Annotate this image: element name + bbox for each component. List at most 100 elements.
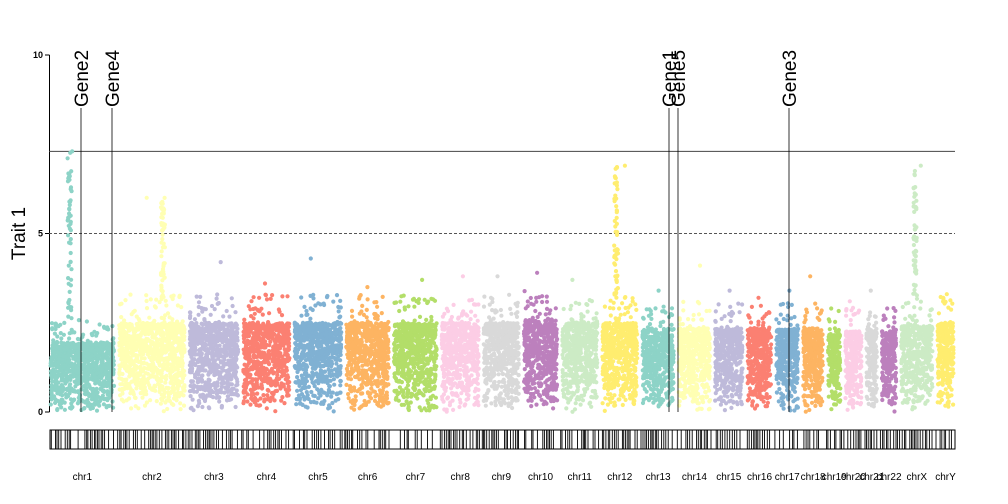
snp-point	[227, 397, 232, 402]
snp-point	[311, 334, 316, 339]
snp-point	[325, 293, 330, 299]
snp-point	[258, 372, 264, 377]
snp-point	[357, 387, 362, 392]
snp-point	[359, 309, 364, 314]
snp-point	[158, 388, 163, 393]
snp-point	[225, 394, 230, 399]
snp-point	[299, 313, 304, 318]
snp-point	[191, 389, 197, 394]
snp-point	[69, 308, 74, 313]
snp-point	[304, 308, 309, 314]
snp-point	[204, 321, 209, 326]
snp-point	[286, 346, 291, 351]
snp-point	[233, 404, 238, 410]
snp-point	[152, 349, 157, 354]
snp-point	[204, 354, 210, 359]
snp-point	[324, 341, 329, 346]
snp-point	[69, 327, 74, 332]
snp-point	[196, 300, 202, 305]
snp-point	[362, 345, 367, 350]
snp-point	[308, 359, 314, 364]
snp-point	[252, 311, 257, 316]
snp-point	[243, 369, 248, 374]
snp-point	[349, 362, 354, 367]
snp-point	[67, 349, 72, 354]
snp-point	[64, 395, 69, 400]
snp-point	[144, 306, 150, 311]
snp-point	[163, 377, 169, 382]
snp-point	[191, 408, 196, 413]
snp-point	[141, 378, 146, 383]
snp-point	[180, 319, 185, 324]
snp-point	[336, 309, 341, 314]
snp-point	[62, 320, 67, 325]
snp-point	[85, 376, 90, 381]
snp-point	[334, 361, 339, 366]
snp-point	[152, 318, 157, 323]
snp-point	[68, 187, 73, 192]
snp-point	[306, 384, 311, 389]
snp-point	[234, 323, 239, 328]
snp-point	[55, 407, 60, 413]
snp-point	[162, 320, 167, 325]
snp-point	[196, 312, 201, 317]
snp-point	[187, 389, 193, 394]
snp-point	[293, 364, 298, 369]
snp-point	[195, 368, 200, 374]
snp-point	[305, 312, 310, 317]
snp-point	[324, 374, 329, 379]
snp-point	[200, 334, 205, 339]
snp-point	[305, 345, 310, 350]
snp-point	[127, 359, 132, 364]
snp-point	[73, 354, 78, 359]
snp-point	[100, 372, 105, 377]
snp-point	[242, 317, 247, 322]
snp-point	[202, 318, 207, 323]
snp-point	[63, 392, 68, 397]
snp-point	[303, 372, 308, 377]
snp-point	[117, 323, 122, 328]
snp-point	[373, 312, 378, 317]
snp-point	[329, 394, 334, 399]
snp-point	[129, 406, 134, 411]
snp-point	[386, 365, 391, 370]
snp-point	[160, 201, 165, 206]
snp-point	[275, 338, 280, 343]
snp-point	[159, 392, 164, 397]
snp-point	[95, 380, 100, 385]
snp-point	[169, 355, 174, 360]
snp-point	[224, 332, 229, 337]
snp-point	[58, 331, 63, 336]
snp-point	[365, 390, 370, 395]
snp-point	[332, 382, 337, 387]
snp-point	[216, 365, 221, 370]
chromosome-points-chr2	[117, 195, 187, 414]
snp-point	[247, 367, 253, 372]
snp-point	[162, 225, 167, 230]
snp-point	[295, 375, 300, 380]
snp-point	[232, 349, 237, 354]
snp-point	[296, 378, 301, 383]
snp-point	[362, 368, 367, 373]
snp-point	[338, 349, 343, 354]
snp-point	[84, 319, 89, 324]
snp-point	[299, 392, 305, 397]
snp-point	[301, 323, 306, 328]
snp-point	[58, 368, 63, 373]
snp-point	[210, 351, 216, 356]
snp-point	[67, 289, 72, 294]
snp-point	[312, 384, 317, 389]
snp-point	[364, 350, 369, 355]
snp-point	[61, 354, 66, 359]
snp-point	[242, 395, 247, 400]
snp-point	[162, 207, 167, 212]
snp-point	[56, 386, 61, 391]
snp-point	[338, 383, 343, 388]
snp-point	[367, 394, 372, 399]
snp-point	[364, 382, 369, 387]
snp-point	[119, 346, 124, 352]
snp-point	[162, 356, 167, 362]
y-axis-label: Trait 1	[9, 207, 30, 260]
snp-point	[380, 294, 385, 299]
snp-point	[334, 331, 339, 336]
